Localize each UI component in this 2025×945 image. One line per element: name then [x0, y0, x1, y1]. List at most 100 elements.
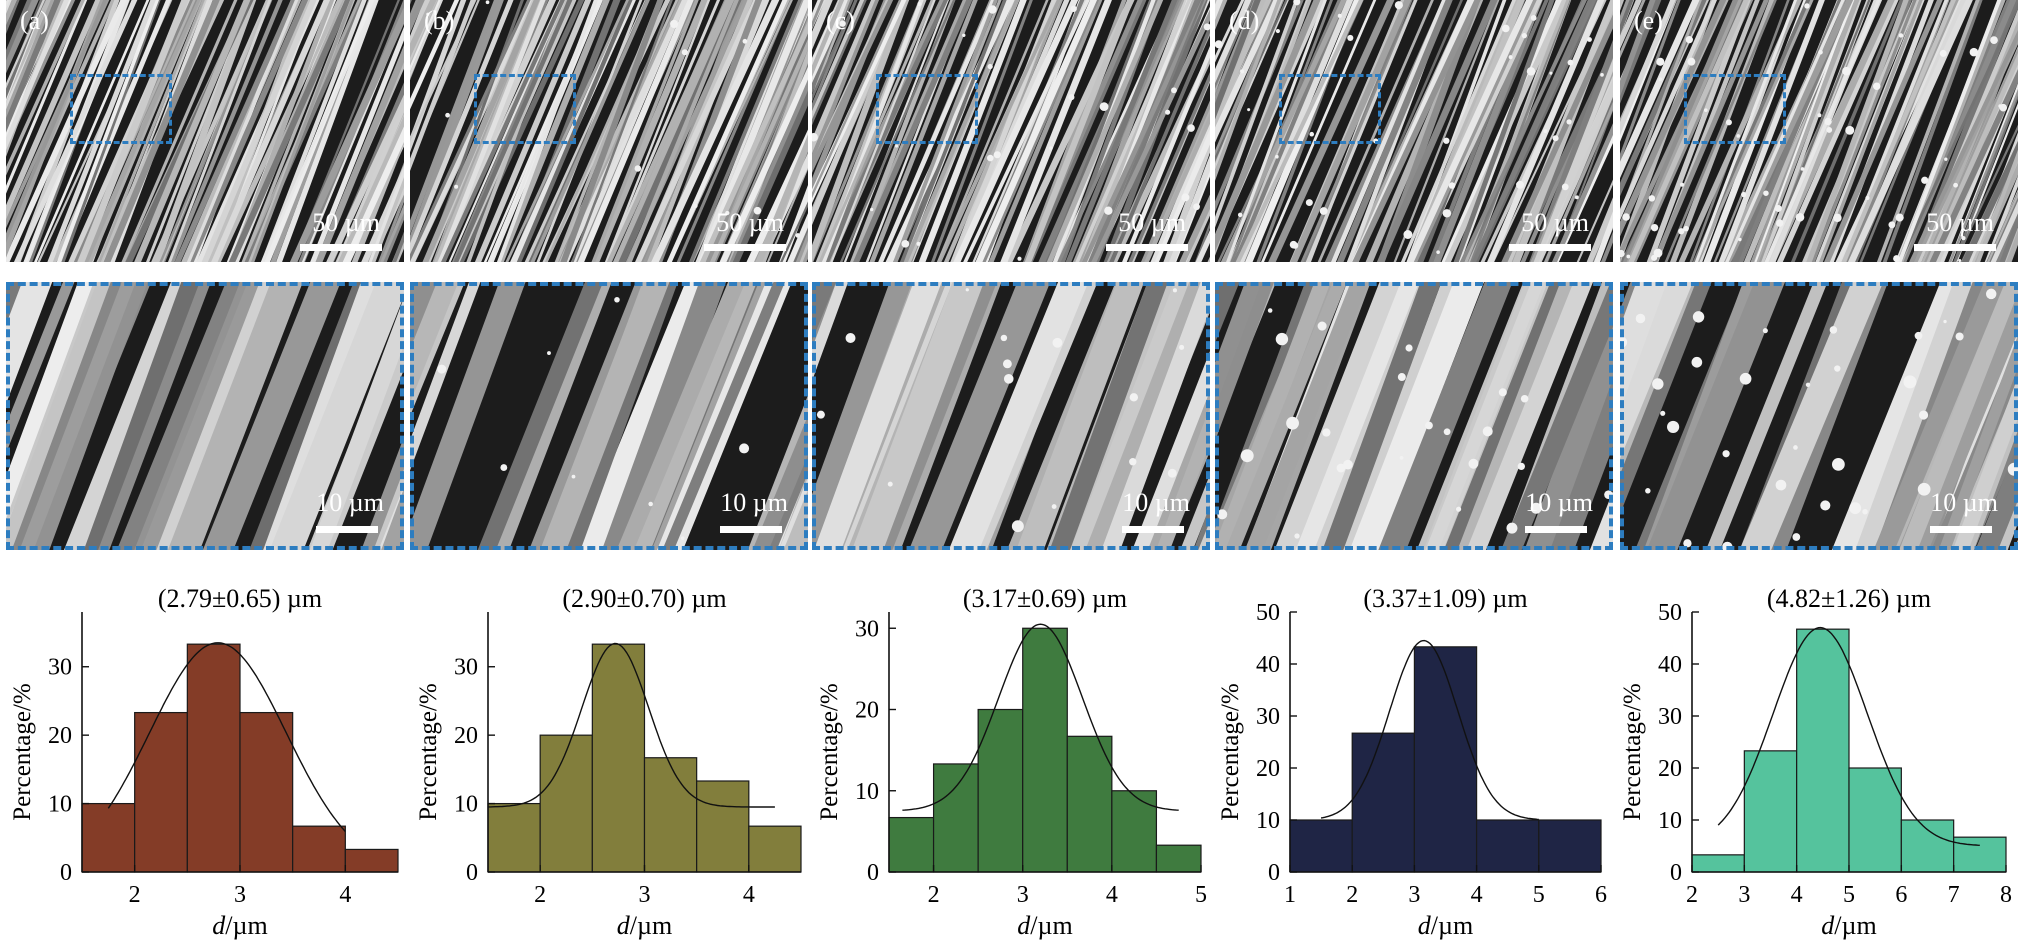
x-tick-label: 2 [1346, 882, 1358, 908]
scale-bar-label: 50 µm [1118, 208, 1186, 237]
histogram-bar [81, 802, 136, 873]
y-tick-label: 0 [466, 860, 478, 886]
chart-title: (2.79±0.65) µm [158, 584, 322, 613]
histogram-bar [1066, 735, 1113, 873]
x-tick-label: 5 [1195, 882, 1207, 908]
x-tick-label: 3 [234, 882, 246, 908]
histogram-c: 2 3 4 5 0 10 20 30 (3.17±0.69) µm Percentage/% d/µ… [816, 584, 1207, 940]
zoom-scale-bar [1122, 526, 1184, 533]
scale-bar [1509, 244, 1591, 251]
histogram-bar [186, 643, 241, 873]
histogram-bar [1953, 836, 2007, 873]
roi-box [1684, 74, 1786, 144]
x-tick-label: 2 [534, 882, 546, 908]
histogram-bar [1351, 732, 1415, 873]
y-axis-label: Percentage/% [816, 683, 843, 820]
y-tick-label: 20 [1658, 756, 1682, 782]
y-tick-label: 50 [1658, 600, 1682, 626]
x-axis-label: d/µm [212, 911, 267, 940]
histogram-b: 2 3 4 0 10 20 30 (2.90±0.70) µm Percentage/% d/µm [415, 584, 802, 940]
sem-image-a: (a) 50 µm [6, 0, 404, 262]
y-tick-label: 10 [454, 792, 478, 818]
y-tick-label: 20 [454, 723, 478, 749]
y-tick-label: 0 [1670, 860, 1682, 886]
x-axis-label: d/µm [617, 911, 672, 940]
histogram-bar [1413, 646, 1478, 873]
sem-image-d: (d) 50 µm [1215, 0, 1613, 262]
roi-box [1279, 74, 1381, 144]
histogram-bar [591, 643, 646, 873]
scale-bar [704, 244, 786, 251]
roi-box [876, 74, 978, 144]
fit-curve [107, 642, 346, 832]
histogram-bar [1538, 819, 1602, 873]
x-tick-label: 3 [1017, 882, 1029, 908]
y-tick-label: 10 [855, 779, 879, 805]
sem-image-e: (e) 50 µm [1620, 0, 2018, 262]
scale-bar-label: 50 µm [716, 208, 784, 237]
y-tick-label: 10 [1256, 808, 1280, 834]
y-tick-label: 40 [1658, 652, 1682, 678]
x-tick-label: 1 [1284, 882, 1296, 908]
x-tick-label: 2 [1686, 882, 1698, 908]
sem-zoom-image-b: 10 µm [410, 282, 808, 550]
histogram-bar [539, 734, 593, 873]
histogram-bar [1848, 767, 1902, 873]
x-axis-label: d/µm [1418, 911, 1473, 940]
histogram-bar [1289, 819, 1353, 873]
y-axis-label: Percentage/% [415, 683, 442, 820]
histogram-bar [1796, 628, 1850, 873]
zoom-scale-bar-label: 10 µm [1122, 488, 1190, 517]
y-tick-label: 20 [855, 698, 879, 724]
y-tick-label: 20 [48, 723, 72, 749]
zoom-scale-bar-label: 10 µm [1525, 488, 1593, 517]
histogram-d: 1 2 3 4 5 6 0 10 20 30 40 50 (3.37±1.09) µm Percentag… [1217, 584, 1607, 940]
y-tick-label: 0 [1268, 860, 1280, 886]
x-tick-label: 8 [2000, 882, 2012, 908]
x-axis-label: d/µm [1017, 911, 1072, 940]
x-tick-label: 4 [1791, 882, 1803, 908]
y-tick-label: 0 [867, 860, 879, 886]
x-tick-label: 6 [1595, 882, 1607, 908]
histogram-bar [643, 757, 698, 873]
panel-label: (d) [1229, 6, 1260, 35]
chart-title: (4.82±1.26) µm [1767, 584, 1931, 613]
histogram-bar [1111, 790, 1158, 873]
histogram-bar [134, 711, 188, 873]
zoom-scale-bar [1930, 526, 1992, 533]
histogram-bar [1475, 819, 1540, 873]
x-axis-label: d/µm [1821, 911, 1876, 940]
y-tick-label: 30 [1658, 704, 1682, 730]
x-tick-label: 4 [1106, 882, 1118, 908]
chart-title: (3.17±0.69) µm [963, 584, 1127, 613]
y-tick-label: 30 [855, 616, 879, 642]
x-tick-label: 4 [339, 882, 351, 908]
zoom-scale-bar-label: 10 µm [720, 488, 788, 517]
panel-label: (b) [424, 6, 455, 35]
x-tick-label: 4 [1471, 882, 1483, 908]
histogram-bar [1691, 854, 1745, 873]
chart-title: (2.90±0.70) µm [562, 584, 726, 613]
histogram-e: 2 3 4 5 6 7 8 0 10 20 30 40 50 (4.82±1.26) µm Percenta… [1619, 584, 2012, 940]
x-tick-label: 3 [1408, 882, 1420, 908]
scale-bar [300, 244, 382, 251]
histogram-bar [239, 711, 294, 873]
y-tick-label: 0 [60, 860, 72, 886]
zoom-scale-bar [720, 526, 782, 533]
zoom-scale-bar-label: 10 µm [1930, 488, 1998, 517]
y-tick-label: 30 [454, 655, 478, 681]
histogram-bar [977, 708, 1024, 873]
y-tick-label: 30 [48, 655, 72, 681]
x-tick-label: 5 [1533, 882, 1545, 908]
panel-label: (e) [1634, 6, 1663, 35]
scale-bar [1106, 244, 1188, 251]
histogram-bar [1743, 750, 1798, 873]
x-tick-label: 6 [1895, 882, 1907, 908]
roi-box [474, 74, 576, 144]
histogram-bar [292, 825, 346, 873]
x-tick-label: 3 [639, 882, 651, 908]
histogram-bar [487, 802, 541, 873]
chart-title: (3.37±1.09) µm [1363, 584, 1527, 613]
y-tick-label: 20 [1256, 756, 1280, 782]
histogram-bar [748, 825, 802, 873]
